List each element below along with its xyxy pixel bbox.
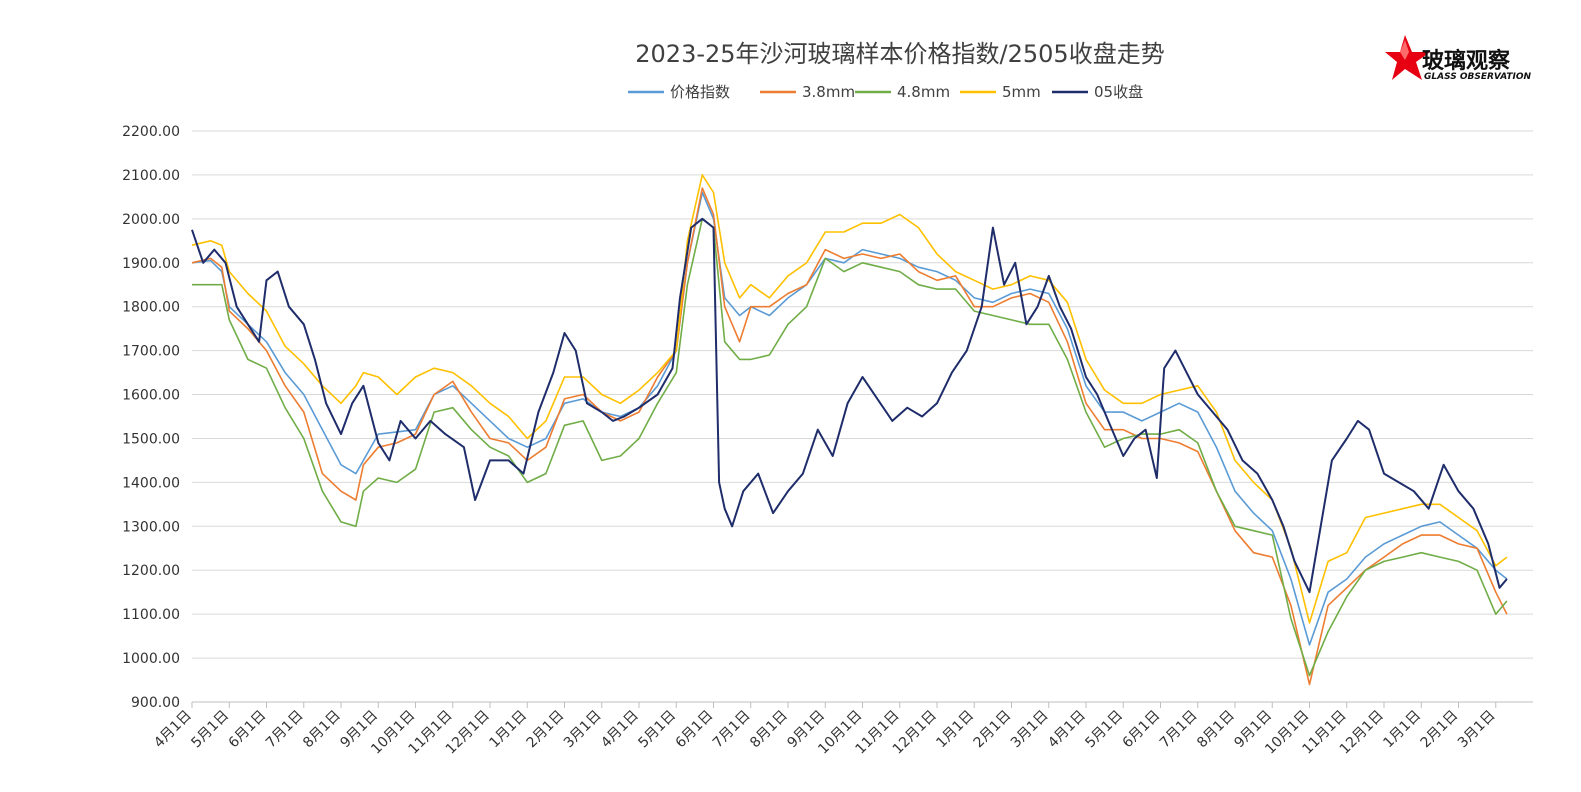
x-tick-label: 4月1日 [598,708,642,752]
x-tick-label: 7月1日 [1157,708,1201,752]
brand-logo: 玻璃观察 GLASS OBSERVATION [1385,35,1532,82]
legend-label: 4.8mm [897,83,950,101]
y-tick-label: 1600.00 [122,388,180,404]
y-tick-label: 2200.00 [122,124,180,140]
x-axis: 4月1日5月1日6月1日7月1日8月1日9月1日10月1日11月1日12月1日1… [151,701,1533,758]
series-line-1 [191,191,1508,646]
star-icon [1385,35,1430,80]
series-line-3 [192,218,1508,677]
legend: 价格指数 3.8mm 4.8mm 5mm 05收盘 [628,83,1143,101]
y-axis: 2200.00 2100.00 2000.00 1900.00 1800.00 1700.… [122,124,180,711]
series-lines [191,174,1508,686]
logo-subtitle: GLASS OBSERVATION [1424,72,1532,82]
x-tick-label: 1月1日 [486,708,530,752]
star-highlight-icon [1400,40,1409,60]
legend-label: 3.8mm [802,83,855,101]
x-tick-label: 5月1日 [1082,708,1126,752]
legend-label: 5mm [1002,83,1041,101]
x-tick-label: 6月1日 [1120,708,1164,752]
y-tick-label: 1200.00 [122,563,180,579]
x-tick-label: 8月1日 [1194,708,1238,752]
x-tick-label: 8月1日 [747,708,791,752]
y-tick-label: 1000.00 [122,651,180,667]
x-tick-label: 1月1日 [1380,708,1424,752]
x-tick-label: 3月1日 [561,708,605,752]
gridlines [192,130,1533,703]
x-tick-label: 8月1日 [300,708,344,752]
y-tick-label: 1100.00 [122,607,180,623]
series-line-5 [191,217,1508,594]
series-line-2 [191,187,1508,686]
x-tick-label: 7月1日 [710,708,754,752]
x-tick-label: 6月1日 [226,708,270,752]
chart-title: 2023-25年沙河玻璃样本价格指数/2505收盘走势 [635,40,1164,68]
y-tick-label: 1800.00 [122,300,180,316]
x-tick-label: 2月1日 [524,708,568,752]
x-tick-label: 7月1日 [263,708,307,752]
x-tick-label: 4月1日 [151,708,195,752]
y-tick-label: 900.00 [131,695,180,711]
x-tick-label: 1月1日 [933,708,977,752]
y-tick-label: 1700.00 [122,344,180,360]
x-tick-label: 3月1日 [1455,708,1499,752]
legend-label: 05收盘 [1094,83,1143,101]
y-tick-label: 2000.00 [122,212,180,228]
x-tick-label: 2月1日 [1418,708,1462,752]
y-tick-label: 2100.00 [122,168,180,184]
x-tick-label: 6月1日 [673,708,717,752]
x-tick-label: 3月1日 [1008,708,1052,752]
y-tick-label: 1400.00 [122,475,180,491]
x-tick-label: 5月1日 [188,708,232,752]
x-tick-label: 5月1日 [635,708,679,752]
legend-label: 价格指数 [670,83,730,101]
x-tick-label: 4月1日 [1045,708,1089,752]
y-tick-label: 1900.00 [122,256,180,272]
logo-title: 玻璃观察 [1422,48,1511,74]
y-tick-label: 1500.00 [122,431,180,447]
y-tick-label: 1300.00 [122,519,180,535]
x-tick-label: 2月1日 [971,708,1015,752]
